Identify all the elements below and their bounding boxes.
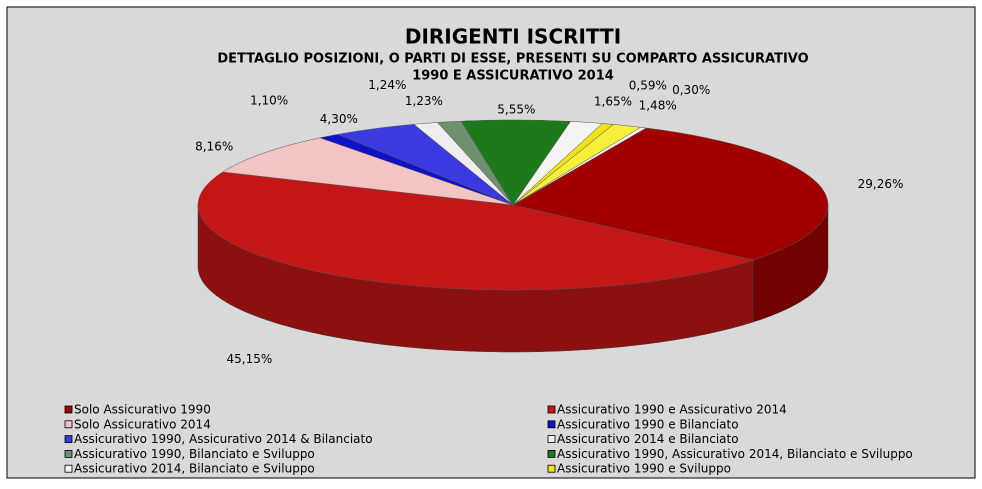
legend-label: Solo Assicurativo 1990 — [74, 403, 211, 417]
slice — [436, 120, 514, 206]
legend-label: Assicurativo 1990 e Assicurativo 2014 — [557, 403, 787, 417]
data-label: 1,10% — [250, 93, 288, 107]
slice — [413, 122, 514, 206]
slice — [512, 127, 829, 261]
legend-label: Assicurativo 1990 e Sviluppo — [557, 462, 731, 476]
slice — [319, 134, 514, 206]
legend-label: Assicurativo 1990, Bilanciato e Sviluppo — [74, 447, 315, 461]
legend-swatch — [547, 464, 556, 473]
data-label: 8,16% — [195, 139, 233, 153]
data-label: 4,30% — [320, 112, 358, 126]
data-label: 29,26% — [858, 177, 904, 191]
slice — [221, 137, 514, 206]
data-label: 1,24% — [368, 78, 406, 92]
legend-label: Assicurativo 1990 e Bilanciato — [557, 417, 739, 431]
legend-swatch — [64, 405, 73, 414]
legend-swatch — [547, 435, 556, 444]
data-label: 5,55% — [497, 102, 535, 116]
data-label: 0,59% — [629, 79, 667, 93]
legend-label: Assicurativo 1990, Assicurativo 2014 & B… — [74, 432, 373, 446]
slice — [512, 121, 603, 206]
legend-swatch — [64, 435, 73, 444]
data-label: 1,23% — [405, 94, 443, 108]
legend-label: Assicurativo 1990, Assicurativo 2014, Bi… — [557, 447, 913, 461]
data-label: 1,48% — [639, 98, 677, 112]
legend-swatch — [547, 405, 556, 414]
legend-label: Assicurativo 2014, Bilanciato e Sviluppo — [74, 462, 315, 476]
legend-swatch — [64, 464, 73, 473]
legend-swatch — [64, 449, 73, 458]
data-label: 0,30% — [672, 83, 710, 97]
chart-title: DIRIGENTI ISCRITTI — [405, 25, 621, 49]
slice — [336, 124, 514, 206]
slice — [460, 119, 572, 206]
slice — [512, 127, 647, 206]
chart-subtitle: 1990 E ASSICURATIVO 2014 — [412, 69, 614, 84]
legend-label: Assicurativo 2014 e Bilanciato — [557, 432, 739, 446]
chart-subtitle: DETTAGLIO POSIZIONI, O PARTI DI ESSE, PR… — [217, 52, 808, 67]
legend-swatch — [547, 449, 556, 458]
slice — [197, 171, 755, 291]
data-label: 1,65% — [594, 95, 632, 109]
data-label: 45,15% — [226, 352, 272, 366]
legend-swatch — [547, 420, 556, 429]
slice — [512, 124, 642, 206]
legend-label: Solo Assicurativo 2014 — [74, 417, 211, 431]
legend-swatch — [64, 420, 73, 429]
